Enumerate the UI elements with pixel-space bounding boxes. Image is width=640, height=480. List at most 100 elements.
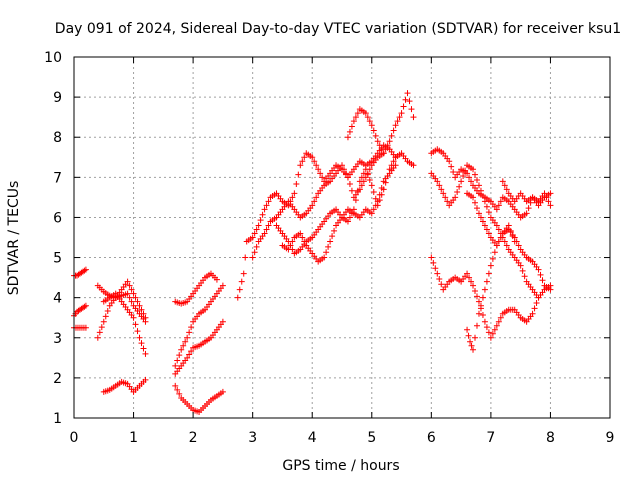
data-point xyxy=(475,182,482,189)
x-axis-ticks: 0 1 2 3 4 5 6 7 8 9 xyxy=(70,57,614,446)
data-point xyxy=(535,294,542,301)
data-point xyxy=(495,238,502,245)
data-point xyxy=(136,302,143,309)
x-tick-label: 4 xyxy=(308,430,317,446)
data-point xyxy=(491,249,498,256)
data-point xyxy=(372,132,379,139)
data-point xyxy=(499,178,506,185)
data-point xyxy=(344,174,351,181)
data-point xyxy=(242,254,249,261)
data-point xyxy=(531,305,538,312)
data-point xyxy=(293,181,300,188)
data-point xyxy=(489,330,496,337)
data-point xyxy=(140,345,147,352)
data-point xyxy=(140,310,147,317)
data-point xyxy=(315,166,322,173)
data-point xyxy=(472,287,479,294)
data-point xyxy=(172,362,179,369)
data-point xyxy=(295,171,302,178)
data-point xyxy=(493,206,500,213)
series-s19 xyxy=(428,254,542,341)
data-point xyxy=(481,286,488,293)
data-point xyxy=(402,96,409,103)
y-tick-label: 2 xyxy=(53,371,62,387)
data-point xyxy=(348,187,355,194)
data-point xyxy=(547,202,554,209)
data-point xyxy=(400,103,407,110)
series-s9 xyxy=(172,282,226,369)
data-point xyxy=(479,294,486,301)
data-points xyxy=(71,90,554,415)
data-point xyxy=(104,308,111,315)
data-point xyxy=(134,328,141,335)
data-point xyxy=(473,205,480,212)
data-point xyxy=(301,154,308,161)
data-point xyxy=(297,162,304,169)
data-point xyxy=(339,162,345,169)
data-point xyxy=(511,234,518,241)
data-point xyxy=(138,340,145,347)
series-s22 xyxy=(499,178,554,209)
data-point xyxy=(473,177,480,184)
data-point xyxy=(178,346,185,353)
data-point xyxy=(368,210,375,217)
data-point xyxy=(285,246,292,253)
data-point xyxy=(475,298,482,305)
data-point xyxy=(491,326,498,333)
data-point xyxy=(325,243,332,250)
data-point xyxy=(257,217,264,224)
data-point xyxy=(479,218,486,225)
data-point xyxy=(327,238,334,245)
data-point xyxy=(495,318,502,325)
data-point xyxy=(390,158,397,165)
data-point xyxy=(485,230,492,237)
data-point xyxy=(253,226,260,233)
data-point xyxy=(485,329,492,336)
data-point xyxy=(130,290,137,297)
data-point xyxy=(350,118,357,125)
data-point xyxy=(186,329,193,336)
data-point xyxy=(132,321,139,328)
data-point xyxy=(392,122,399,129)
data-point xyxy=(174,357,181,364)
data-point xyxy=(100,318,107,325)
data-point xyxy=(519,267,526,274)
data-point xyxy=(378,146,385,153)
data-point xyxy=(374,198,381,205)
data-point xyxy=(82,302,89,309)
data-point xyxy=(477,302,484,309)
data-point xyxy=(142,350,149,357)
data-point xyxy=(434,270,441,277)
data-point xyxy=(465,332,472,339)
data-point xyxy=(503,242,510,249)
data-point xyxy=(299,234,306,241)
data-point xyxy=(368,122,375,129)
data-point xyxy=(501,238,508,245)
data-point xyxy=(392,162,399,169)
data-point xyxy=(251,230,258,237)
series-s14 xyxy=(273,154,399,257)
data-point xyxy=(460,172,467,179)
data-point xyxy=(472,199,479,206)
data-point xyxy=(240,270,247,277)
data-point xyxy=(452,194,459,201)
data-point xyxy=(485,209,492,216)
data-point xyxy=(346,128,353,135)
data-point xyxy=(128,286,135,293)
data-point xyxy=(436,182,443,189)
data-point xyxy=(346,181,353,188)
x-tick-label: 0 xyxy=(70,430,79,446)
data-point xyxy=(489,255,496,262)
series-s3 xyxy=(71,324,89,331)
y-tick-label: 5 xyxy=(53,251,62,267)
y-tick-label: 9 xyxy=(53,90,62,106)
data-point xyxy=(436,275,443,282)
data-point xyxy=(547,286,554,293)
data-point xyxy=(481,318,488,325)
data-point xyxy=(184,334,191,341)
data-point xyxy=(545,198,552,205)
data-point xyxy=(428,254,435,261)
data-point xyxy=(370,189,377,196)
data-point xyxy=(493,242,500,249)
data-point xyxy=(130,314,137,321)
